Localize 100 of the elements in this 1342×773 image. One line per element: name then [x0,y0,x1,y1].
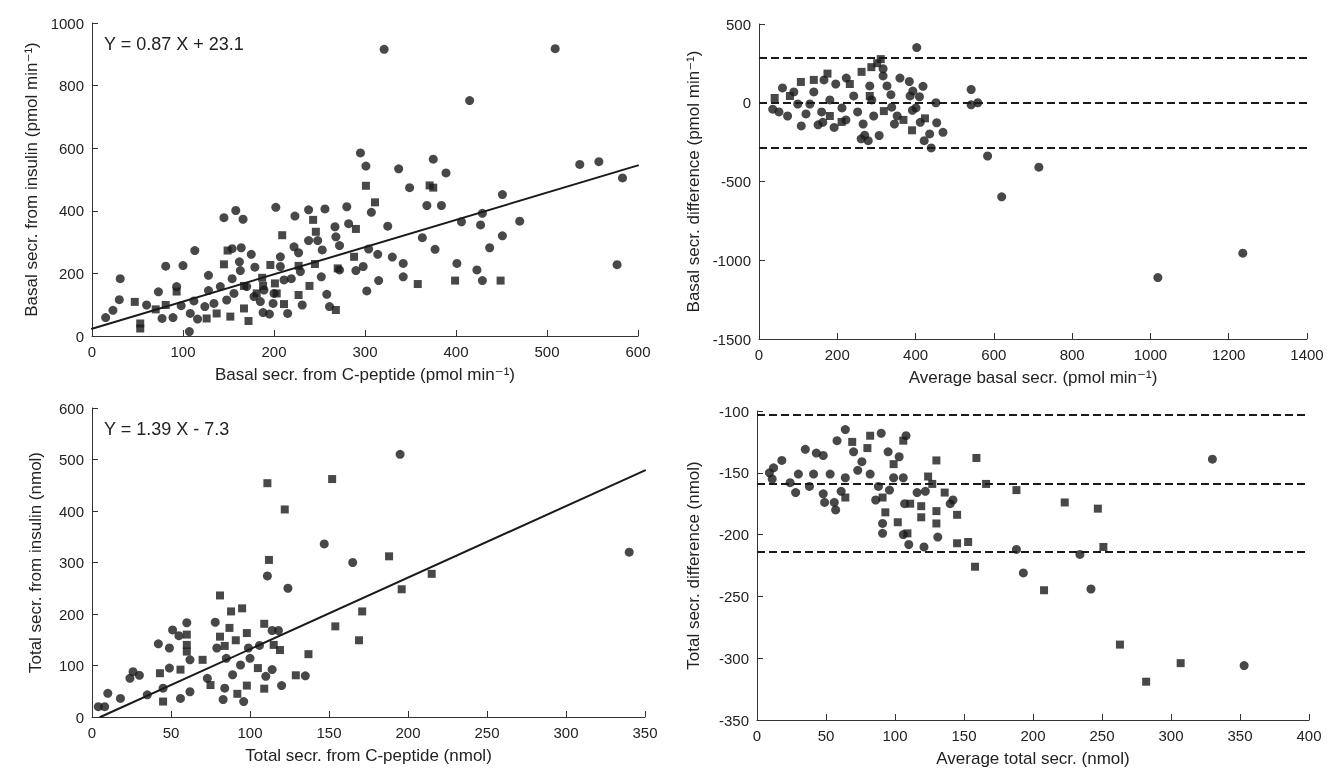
point [769,463,779,473]
point [174,631,184,641]
point [829,497,839,507]
point [894,452,904,462]
point [889,460,898,469]
point [919,542,929,552]
point [972,453,981,462]
point [115,693,125,703]
point [351,224,360,233]
point [361,181,370,190]
point [304,650,313,659]
x-tick-label: 0 [752,727,762,744]
point [253,664,262,673]
point [953,539,962,548]
point [878,493,887,502]
point [244,316,253,325]
point [270,279,279,288]
point [940,488,949,497]
point [220,683,230,693]
point [172,287,181,296]
y-tick-label: 800 [58,77,84,95]
point [849,447,859,457]
point [912,488,922,498]
point [202,314,211,323]
point [231,636,240,645]
point [883,447,893,457]
point [236,660,246,670]
point [413,280,422,289]
y-tick-label: -300 [718,649,749,667]
point [767,474,777,484]
point [385,552,394,561]
point [227,607,236,616]
point [818,451,828,460]
x-tick-label: 400 [1296,727,1322,744]
x-tick-label: 300 [553,724,579,741]
y-tick-label: 0 [742,94,751,112]
x-tick-label: 800 [1059,346,1085,363]
point [837,117,846,126]
point [311,227,320,236]
point [220,641,229,650]
x-tick-label: 400 [443,343,469,360]
x-tick-label: 0 [87,343,97,360]
point [245,653,255,663]
point [164,663,174,673]
x-axis-title: Basal secr. from C-peptide (pmol min⁻¹) [215,365,515,384]
point [125,673,135,683]
y-tick-label: -250 [718,587,749,605]
x-tick-label: 600 [625,343,651,360]
point [226,312,235,321]
x-tick-label: 100 [237,724,263,741]
point [818,489,828,499]
x-tick-label: 350 [1227,727,1253,744]
x-tick-label: 300 [1158,727,1184,744]
point [219,260,228,269]
point [350,252,359,261]
point [1040,586,1049,595]
point [273,625,283,635]
point [185,687,195,697]
point [1239,661,1249,671]
point [136,324,145,333]
point [294,291,303,299]
x-tick-label: 50 [162,724,180,741]
point [948,495,958,505]
y-tick-label: 600 [58,139,84,157]
point [878,528,888,538]
point [328,475,337,484]
x-tick-label: 600 [981,346,1007,363]
y-axis-title: Total secr. difference (nmol) [684,461,703,670]
point [168,625,178,635]
y-axis-title: Total secr. from insulin (nmol) [26,451,45,674]
point [331,622,340,631]
point [785,91,794,100]
y-axis-title: Basal secr. difference (pmol min⁻¹) [683,50,703,313]
point [840,425,850,435]
point [215,632,224,641]
point [809,469,819,479]
point [953,510,962,519]
x-tick-label: 0 [87,724,97,741]
point [103,688,113,698]
y-tick-label: 300 [58,554,84,571]
point [1018,568,1028,578]
point [262,571,272,581]
point [206,681,215,690]
y-tick-label: 400 [58,502,84,520]
y-tick-label: 600 [58,399,84,417]
point [908,126,917,135]
point [277,681,287,691]
point [791,488,801,498]
point [932,507,941,516]
point [164,643,174,653]
y-tick-label: 1000 [50,14,84,32]
point [800,444,810,454]
point [857,67,866,76]
point [305,281,314,290]
point [185,655,195,665]
point [933,532,943,542]
point [252,289,261,298]
point [280,300,289,309]
point [917,513,926,522]
point [796,77,805,86]
